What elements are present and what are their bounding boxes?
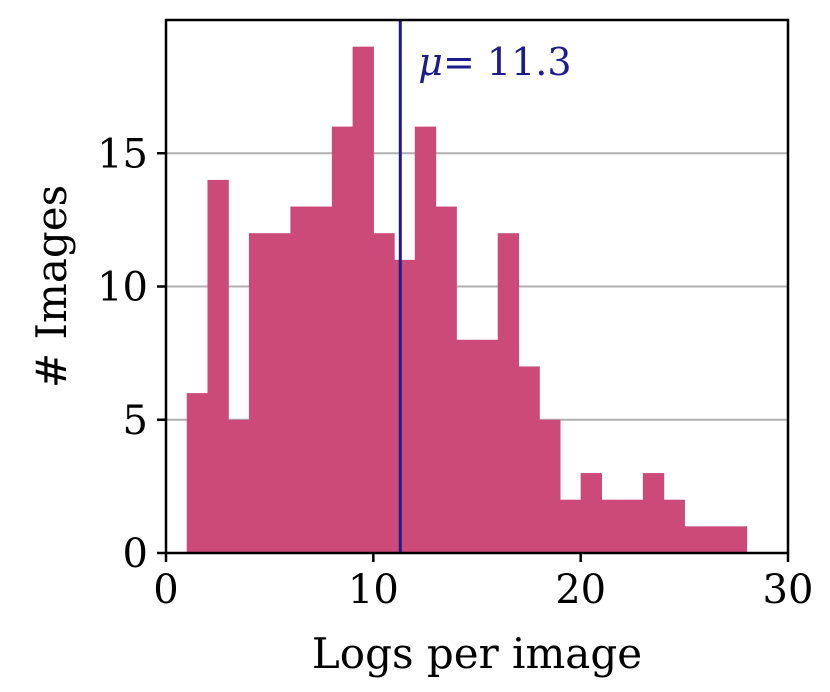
histogram-bar — [642, 473, 665, 553]
histogram-bar — [559, 499, 582, 553]
histogram-bar — [311, 206, 333, 554]
histogram-bar — [373, 233, 395, 553]
histogram-bar — [248, 233, 271, 553]
histogram-bar — [663, 499, 685, 553]
histogram-bar — [622, 499, 644, 553]
histogram-bar — [725, 526, 748, 553]
histogram-bar — [394, 259, 416, 553]
y-axis-ticks: 0 5 10 15 — [97, 131, 166, 577]
histogram-bar — [290, 206, 312, 554]
x-axis-label: Logs per image — [312, 629, 642, 678]
x-tick-label: 0 — [153, 567, 178, 613]
histogram-bar — [705, 526, 727, 553]
histogram-bar — [497, 233, 520, 553]
y-tick-label: 15 — [97, 131, 148, 177]
y-axis-label: # Images — [27, 185, 76, 388]
histogram-bar — [331, 126, 354, 553]
histogram-bar — [601, 499, 623, 553]
histogram-bar — [580, 473, 602, 553]
x-tick-label: 20 — [555, 567, 606, 613]
histogram-bar — [518, 366, 540, 553]
mean-symbol: μ — [418, 40, 443, 84]
histogram-bar — [414, 126, 437, 553]
mean-value-text: = 11.3 — [443, 40, 572, 84]
x-tick-label: 10 — [348, 567, 399, 613]
histogram-bar — [684, 526, 706, 553]
histogram-bars — [186, 46, 748, 554]
x-tick-label: 30 — [763, 567, 814, 613]
histogram-bar — [435, 206, 457, 554]
histogram-bar — [269, 233, 291, 553]
x-axis-ticks: 0 10 20 30 — [153, 553, 813, 613]
y-tick-label: 10 — [97, 265, 148, 311]
y-tick-label: 5 — [123, 398, 148, 444]
mean-label: μ= 11.3 — [418, 40, 571, 84]
histogram-bar — [539, 419, 561, 553]
histogram-bar — [228, 419, 250, 553]
y-tick-label: 0 — [123, 531, 148, 577]
histogram-bar — [207, 179, 229, 553]
histogram-bar — [477, 339, 499, 553]
histogram-bar — [456, 339, 478, 553]
histogram-bar — [186, 393, 209, 553]
histogram-bar — [352, 46, 374, 554]
